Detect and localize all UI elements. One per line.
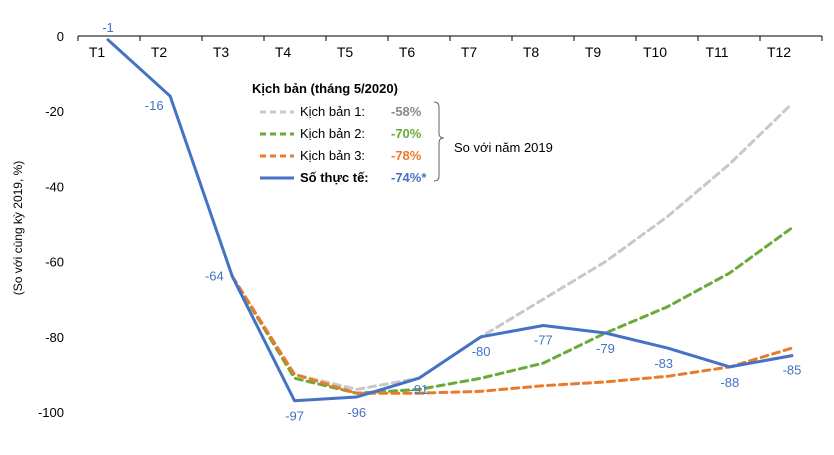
data-labels: -1 -16 -64 -97 -96 -91 -80 -77 -79 -83 -88 -85 <box>102 20 801 424</box>
y-tick-label-3: -60 <box>45 255 64 270</box>
data-label-T8: -77 <box>534 333 553 348</box>
x-tick-label-T11: T11 <box>705 44 728 60</box>
y-tick-label-1: -20 <box>45 104 64 119</box>
x-tick-label-T7: T7 <box>461 44 478 60</box>
compare-label: So với năm 2019 <box>454 140 553 155</box>
data-label-T11: -88 <box>720 375 739 390</box>
x-tick-label-T8: T8 <box>523 44 540 60</box>
x-tick-label-T6: T6 <box>399 44 416 60</box>
series-line-3 <box>230 275 794 395</box>
x-tick-label-T12: T12 <box>767 44 791 60</box>
series-line-2 <box>230 226 794 395</box>
legend-label-1: Kịch bản 1: <box>300 104 365 119</box>
y-tick-label-0: 0 <box>57 29 64 44</box>
x-tick-label-T4: T4 <box>275 44 292 60</box>
legend-value-2: -70% <box>391 126 422 141</box>
x-axis: T1 T2 T3 T4 T5 T6 T7 T8 T9 T10 T11 T12 <box>77 35 823 60</box>
data-label-T10: -83 <box>654 356 673 371</box>
data-label-T2: -16 <box>145 98 164 113</box>
legend-title: Kịch bản (tháng 5/2020) <box>252 81 398 96</box>
x-tick-label-T10: T10 <box>643 44 667 60</box>
data-label-T5: -96 <box>347 405 366 420</box>
x-tick-label-T5: T5 <box>337 44 354 60</box>
y-axis-label: (So với cùng kỳ 2019, %) <box>11 161 25 296</box>
legend-value-1: -58% <box>391 104 422 119</box>
legend-label-2: Kịch bản 2: <box>300 126 365 141</box>
data-label-T9: -79 <box>596 341 615 356</box>
y-tick-label-2: -40 <box>45 179 64 194</box>
legend: Kịch bản (tháng 5/2020) Kịch bản 1: -58% K… <box>252 81 553 185</box>
data-label-T6: -91 <box>410 382 429 397</box>
data-label-T1: -1 <box>102 20 114 35</box>
legend-label-4: Số thực tế: <box>300 170 369 185</box>
legend-value-3: -78% <box>391 148 422 163</box>
legend-brace <box>433 101 445 182</box>
x-tick-label-T3: T3 <box>213 44 230 60</box>
series-line-4 <box>106 38 794 403</box>
y-tick-label-4: -80 <box>45 330 64 345</box>
series-layer <box>106 38 794 403</box>
x-tick-label-T1: T1 <box>89 44 106 60</box>
data-label-T3: -64 <box>205 269 224 284</box>
y-axis: 0 -20 -40 -60 -80 -100 <box>38 29 64 420</box>
legend-value-4: -74%* <box>391 170 427 185</box>
data-label-T4: -97 <box>285 409 304 424</box>
series-line-1 <box>230 102 794 391</box>
x-tick-label-T9: T9 <box>585 44 602 60</box>
data-label-T12: -85 <box>783 363 802 378</box>
y-tick-label-5: -100 <box>38 405 64 420</box>
x-tick-label-T2: T2 <box>151 44 168 60</box>
data-label-T7: -80 <box>472 344 491 359</box>
legend-label-3: Kịch bản 3: <box>300 148 365 163</box>
